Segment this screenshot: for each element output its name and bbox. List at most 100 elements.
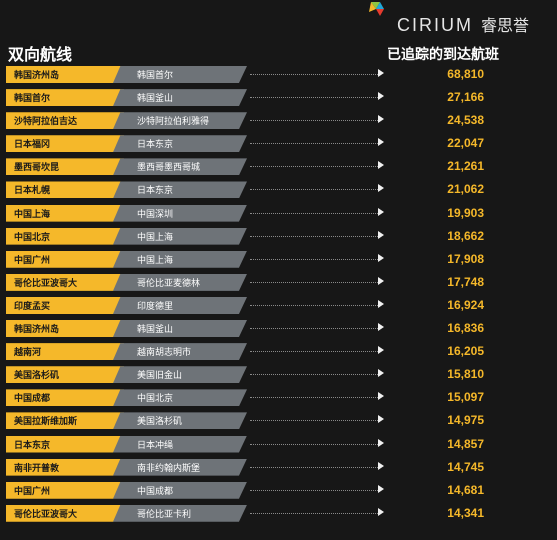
destination-label: 日本东京 (137, 140, 174, 151)
origin-bar: 中国广州 (6, 250, 124, 268)
flight-count: 16,924 (447, 297, 484, 312)
route-row: 越南河 越南胡志明市 16,205 (0, 341, 557, 364)
destination-bar: 韩国首尔 (113, 66, 247, 83)
dotted-leader (250, 489, 378, 491)
origin-bar: 越南河 (6, 343, 124, 361)
arrow-right-icon (378, 323, 384, 332)
dotted-leader (250, 328, 378, 330)
route-row: 美国洛杉矶 美国旧金山 15,810 (0, 364, 557, 387)
header-routes-title: 双向航线 (8, 45, 73, 64)
origin-label: 美国洛杉矶 (14, 371, 60, 382)
route-row: 哥伦比亚波哥大 哥伦比亚麦德林 17,748 (0, 272, 557, 295)
route-row: 日本札幌 日本东京 21,062 (0, 179, 557, 202)
destination-bar: 中国上海 (113, 250, 247, 268)
arrow-right-icon (378, 92, 384, 101)
destination-bar: 中国上海 (113, 227, 247, 245)
destination-bar: 沙特阿拉伯利雅得 (113, 112, 247, 130)
origin-label: 越南河 (14, 348, 42, 359)
flight-count: 24,538 (447, 113, 484, 128)
origin-label: 中国成都 (14, 394, 51, 405)
arrow-right-icon (378, 484, 384, 493)
dotted-leader (250, 74, 378, 75)
arrow-right-icon (378, 369, 384, 378)
route-row: 日本东京 日本冲绳 14,857 (0, 434, 557, 457)
destination-label: 中国深圳 (137, 209, 174, 220)
arrow-right-icon (378, 299, 384, 308)
route-row: 南非开普敦 南非约翰内斯堡 14,745 (0, 457, 557, 480)
origin-bar: 日本东京 (6, 435, 124, 453)
destination-label: 美国旧金山 (137, 371, 183, 382)
dotted-leader (250, 212, 378, 214)
destination-label: 越南胡志明市 (137, 348, 192, 359)
destination-bar: 哥伦比亚麦德林 (113, 273, 247, 291)
dotted-leader (250, 443, 378, 445)
route-row: 哥伦比亚波哥大 哥伦比亚卡利 14,341 (0, 503, 557, 526)
destination-label: 中国上海 (137, 232, 174, 243)
origin-label: 印度孟买 (14, 301, 51, 312)
flight-count: 14,975 (447, 413, 484, 428)
destination-label: 南非约翰内斯堡 (137, 463, 201, 474)
origin-label: 中国广州 (14, 486, 51, 497)
arrow-right-icon (378, 184, 384, 193)
dotted-leader (250, 143, 378, 145)
destination-bar: 韩国釜山 (113, 320, 247, 338)
cirium-logo-icon (369, 2, 384, 16)
destination-label: 哥伦比亚麦德林 (137, 278, 201, 289)
destination-bar: 中国成都 (113, 481, 247, 499)
flight-count: 22,047 (447, 136, 484, 151)
destination-label: 印度德里 (137, 301, 174, 312)
flight-count: 18,662 (447, 228, 484, 243)
origin-label: 哥伦比亚波哥大 (14, 278, 78, 289)
destination-bar: 美国洛杉矶 (113, 412, 247, 430)
destination-label: 韩国首尔 (137, 71, 174, 81)
origin-label: 哥伦比亚波哥大 (14, 509, 78, 520)
arrow-right-icon (378, 276, 384, 285)
origin-label: 日本东京 (14, 440, 51, 451)
arrow-right-icon (378, 346, 384, 355)
arrow-right-icon (378, 461, 384, 470)
destination-label: 日本东京 (137, 186, 174, 197)
destination-bar: 南非约翰内斯堡 (113, 458, 247, 476)
origin-label: 美国拉斯维加斯 (14, 417, 78, 428)
destination-label: 沙特阿拉伯利雅得 (137, 117, 210, 128)
flight-count: 19,903 (447, 205, 484, 220)
arrow-right-icon (378, 392, 384, 401)
dotted-leader (250, 466, 378, 468)
dotted-leader (250, 281, 378, 283)
destination-bar: 日本东京 (113, 135, 247, 153)
route-row: 墨西哥坎昆 墨西哥墨西哥城 21,261 (0, 156, 557, 179)
origin-label: 日本福冈 (14, 140, 51, 151)
origin-bar: 哥伦比亚波哥大 (6, 273, 124, 291)
destination-bar: 中国北京 (113, 389, 247, 407)
origin-label: 中国广州 (14, 255, 51, 266)
route-row: 沙特阿拉伯吉达 沙特阿拉伯利雅得 24,538 (0, 110, 557, 133)
origin-bar: 中国成都 (6, 389, 124, 407)
origin-bar: 哥伦比亚波哥大 (6, 504, 124, 522)
dotted-leader (250, 97, 378, 99)
arrow-right-icon (378, 207, 384, 216)
dotted-leader (250, 397, 378, 399)
route-row: 韩国济州岛 韩国釜山 16,836 (0, 318, 557, 341)
route-row: 中国上海 中国深圳 19,903 (0, 203, 557, 226)
destination-bar: 墨西哥墨西哥城 (113, 158, 247, 176)
brand-name: CIRIUM 睿思誉 (397, 12, 529, 36)
origin-bar: 中国北京 (6, 227, 124, 245)
route-row: 中国成都 中国北京 15,097 (0, 387, 557, 410)
route-list: 韩国济州岛 韩国首尔 68,810 韩国首尔 韩国釜山 27,166 沙特阿拉伯吉达 沙特阿拉… (0, 64, 557, 526)
destination-label: 中国上海 (137, 255, 174, 266)
destination-label: 日本冲绳 (137, 440, 174, 451)
origin-label: 墨西哥坎昆 (14, 163, 60, 174)
brand-name-en: CIRIUM (397, 15, 473, 35)
route-row: 印度孟买 印度德里 16,924 (0, 295, 557, 318)
origin-label: 中国北京 (14, 232, 51, 243)
destination-label: 中国成都 (137, 486, 174, 497)
origin-bar: 韩国首尔 (6, 89, 124, 107)
origin-bar: 日本札幌 (6, 181, 124, 199)
arrow-right-icon (378, 253, 384, 262)
arrow-right-icon (378, 415, 384, 424)
destination-label: 哥伦比亚卡利 (137, 509, 192, 520)
flight-count: 17,908 (447, 251, 484, 266)
origin-bar: 韩国济州岛 (6, 320, 124, 338)
dotted-leader (250, 258, 378, 260)
origin-bar: 中国广州 (6, 481, 124, 499)
